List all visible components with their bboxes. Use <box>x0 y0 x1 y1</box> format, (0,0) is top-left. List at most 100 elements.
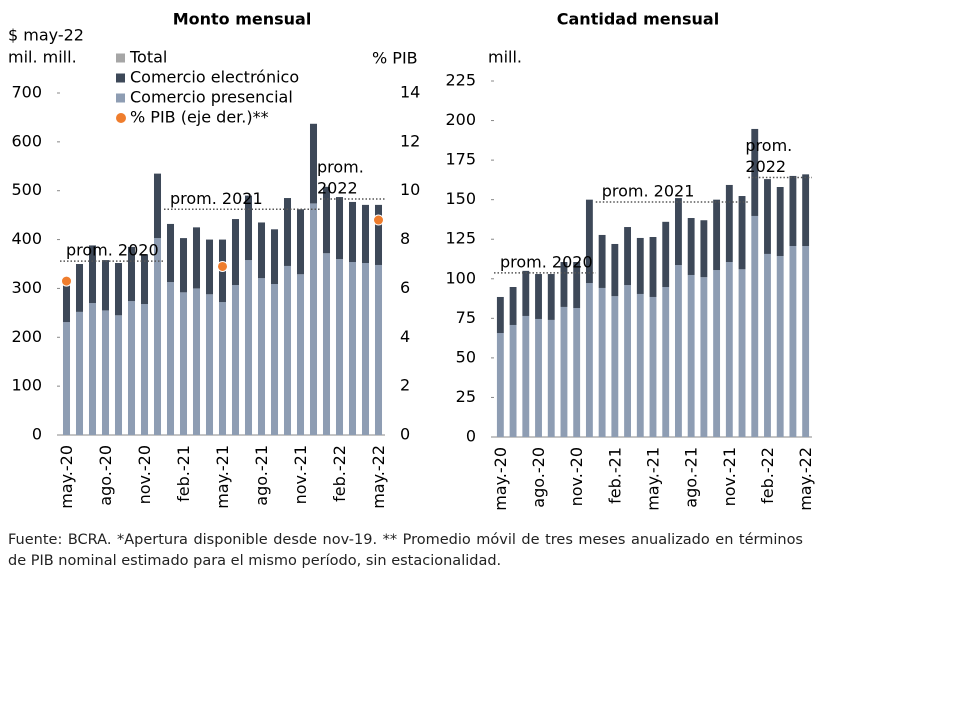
bar-segment <box>738 196 746 270</box>
bar-segment <box>374 264 383 435</box>
y-tick-label: 200 <box>11 327 42 346</box>
bar-segment <box>522 270 530 316</box>
average-label: 2022 <box>745 157 786 176</box>
bar-segment <box>361 204 370 264</box>
bar-segment <box>127 301 136 435</box>
x-tick-label: may.-21 <box>644 447 663 511</box>
bar-segment <box>675 198 682 266</box>
average-label: prom. <box>317 158 364 177</box>
bar-segment <box>662 287 670 437</box>
bar-segment <box>687 218 695 275</box>
legend-label: % PIB (eje der.)** <box>130 108 269 127</box>
bar-segment <box>140 304 149 435</box>
bar-segment <box>75 264 84 312</box>
y2-tick-label: 0 <box>400 425 410 444</box>
x-tick-label: may.-20 <box>491 447 510 511</box>
bar-segment <box>776 187 784 256</box>
bar-segment <box>662 221 670 288</box>
bar-segment <box>649 296 657 437</box>
bar-segment <box>179 238 188 293</box>
bar-segment <box>75 311 84 435</box>
bar-segment <box>114 315 123 435</box>
bar-segment <box>348 262 357 435</box>
bar-segment <box>573 308 581 437</box>
bar-segment <box>205 239 214 295</box>
x-tick-label: may.-20 <box>57 445 76 509</box>
bar-segment <box>335 259 344 435</box>
bar-segment <box>789 246 797 437</box>
pib-point <box>61 275 72 287</box>
bar-segment <box>649 237 657 297</box>
bar-segment <box>624 227 631 286</box>
bar-segment <box>598 287 606 437</box>
bar-segment <box>738 269 746 437</box>
legend-marker <box>116 73 125 83</box>
bar-segment <box>496 296 504 334</box>
bar-segment <box>636 293 644 437</box>
bar-segment <box>361 263 370 435</box>
y-tick-label: 200 <box>445 110 476 129</box>
pib-point <box>373 214 384 226</box>
bar-segment <box>547 274 555 320</box>
x-tick-label: feb.-21 <box>605 447 624 504</box>
x-tick-label: may.-22 <box>369 445 388 509</box>
bar-segment <box>179 292 188 435</box>
bar-segment <box>283 265 292 435</box>
bar-segment <box>231 285 240 435</box>
bar-segment <box>687 274 695 437</box>
legend-marker <box>116 113 126 123</box>
bar-segment <box>496 333 504 437</box>
y-tick-label: 100 <box>11 376 42 395</box>
bar-segment <box>88 245 97 304</box>
bar-segment <box>535 274 542 319</box>
average-label: 2022 <box>317 179 358 198</box>
bar-segment <box>560 306 568 437</box>
x-tick-label: ago.-21 <box>252 445 271 506</box>
x-tick-label: nov.-20 <box>135 445 154 504</box>
y-axis-label: mil. mill. <box>8 48 77 67</box>
bar-segment <box>166 223 175 283</box>
y-axis-label: mill. <box>488 48 522 67</box>
bar-segment <box>764 179 771 254</box>
y-tick-label: 600 <box>11 131 42 150</box>
y2-tick-label: 8 <box>400 229 410 248</box>
bar-segment <box>585 283 593 437</box>
y-tick-label: 100 <box>445 268 476 287</box>
bar-segment <box>700 277 708 437</box>
y2-tick-label: 2 <box>400 376 410 395</box>
x-tick-label: ago.-20 <box>529 447 548 508</box>
bar-segment <box>296 209 305 275</box>
bar-segment <box>509 287 517 325</box>
average-label: prom. 2021 <box>170 189 263 208</box>
bar-segment <box>624 285 631 437</box>
x-tick-label: feb.-21 <box>174 445 193 502</box>
y2-axis-label: % PIB <box>372 49 418 68</box>
bar-segment <box>257 222 266 279</box>
y-tick-label: 400 <box>11 229 42 248</box>
bar-segment <box>127 246 136 302</box>
y-tick-label: 50 <box>456 347 476 366</box>
bar-segment <box>322 253 331 435</box>
bar-segment <box>140 254 149 305</box>
bar-segment <box>802 174 810 247</box>
bar-segment <box>374 204 383 265</box>
y-tick-label: 125 <box>445 229 476 248</box>
bar-segment <box>700 220 708 278</box>
y-tick-label: 225 <box>445 71 476 90</box>
y-tick-label: 500 <box>11 180 42 199</box>
y2-tick-label: 12 <box>400 131 420 150</box>
x-tick-label: feb.-22 <box>330 445 349 502</box>
bar-segment <box>322 186 331 254</box>
bar-segment <box>114 263 123 316</box>
legend-marker <box>116 53 125 63</box>
y-tick-label: 700 <box>11 83 42 102</box>
bar-segment <box>348 201 357 263</box>
bar-segment <box>764 253 771 437</box>
bar-segment <box>309 123 318 204</box>
bar-segment <box>153 238 162 435</box>
bar-segment <box>522 315 530 437</box>
chart-title: Cantidad mensual <box>557 10 719 29</box>
bar-segment <box>205 294 214 435</box>
bar-segment <box>776 255 784 437</box>
average-label: prom. 2020 <box>66 241 159 260</box>
